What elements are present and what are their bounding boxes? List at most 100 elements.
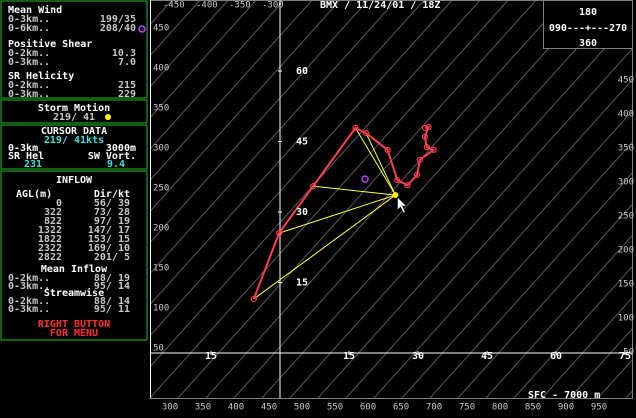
- inflow-agl: 1822: [38, 234, 62, 245]
- hodograph-point: [416, 156, 423, 163]
- row-label: 0-3km..: [8, 281, 50, 292]
- texts: BMX / 11/24/01 / 18Z 180 090---+---270 3…: [8, 0, 634, 413]
- inflow-agl: 2322: [38, 243, 62, 254]
- footer-layer: SFC - 7000 m: [528, 390, 600, 401]
- storm-motion-icon: [105, 114, 111, 120]
- marks: [105, 0, 632, 398]
- hodograph-point: [423, 144, 430, 151]
- frame-label-bottom: 700: [426, 403, 442, 413]
- y-tick-label: 45: [296, 137, 308, 148]
- diagonal-line: [317, 48, 632, 398]
- row-value: 7.0: [118, 57, 136, 68]
- section-title: Mean Inflow: [41, 264, 108, 275]
- diagonal-line: [151, 0, 369, 243]
- diagonal-line: [345, 79, 632, 398]
- diagonal-line: [513, 266, 632, 398]
- hodograph-point: [404, 182, 411, 189]
- frame-label-left: 150: [153, 264, 169, 274]
- inflow-agl: 822: [44, 216, 62, 227]
- inflow-line: [365, 132, 396, 196]
- row-value: 88/ 14: [94, 296, 130, 307]
- cursor-wind: 219/ 41kts: [44, 135, 104, 146]
- inflow-line: [313, 185, 396, 196]
- x-tick-label: 30: [412, 351, 424, 362]
- frame-label-bottom: 900: [558, 403, 574, 413]
- row-value: 208/40: [100, 23, 136, 34]
- row-value: 199/35: [100, 14, 136, 25]
- compass-box: [543, 0, 633, 49]
- frame-label-left: 400: [153, 64, 169, 74]
- diagonal-line: [151, 0, 285, 149]
- frame-label-top: -400: [196, 1, 218, 11]
- diagonal-line: [289, 17, 632, 398]
- diagonal-line: [151, 0, 257, 118]
- diagonal-line: [205, 0, 565, 398]
- inflow-agl: 322: [44, 207, 62, 218]
- frame-label-bottom: 350: [195, 403, 211, 413]
- row-label: 0-3km..: [8, 57, 50, 68]
- row-label: 0-2km..: [8, 80, 50, 91]
- hodograph-point: [421, 133, 428, 140]
- menu-hint: RIGHT BUTTON: [38, 319, 110, 330]
- diagonal-line: [485, 235, 632, 398]
- cursor-hel: 231: [24, 159, 42, 170]
- row-label: 0-3km..: [8, 304, 50, 315]
- mean-wind-marker: [361, 175, 369, 183]
- diagonal-line: [541, 297, 632, 398]
- hodograph-point: [430, 146, 437, 154]
- cursor-height: 3000m: [106, 143, 136, 154]
- compass-top: 180: [579, 7, 597, 18]
- section-title: Storm Motion: [38, 102, 110, 114]
- row-value: 10.3: [112, 48, 136, 59]
- frame-label-left: 100: [153, 304, 169, 314]
- frame-label-bottom: 550: [327, 403, 343, 413]
- compass-middle: 090---+---270: [549, 23, 627, 34]
- cursor-vort: 9.4: [107, 159, 125, 170]
- storm-motion-marker: [392, 192, 399, 199]
- column-header: Dir/kt: [94, 188, 130, 200]
- inflow-dir: 153/ 15: [88, 234, 130, 245]
- hodograph-point: [425, 123, 432, 131]
- inflow-agl: 2822: [38, 252, 62, 263]
- mean-wind-icon: [138, 25, 146, 33]
- storm-motion-value: 219/ 41: [53, 112, 95, 123]
- section-title: Streamwise: [44, 287, 104, 299]
- row-value: 229: [118, 89, 136, 100]
- row-value: 88/ 19: [94, 273, 130, 284]
- x-tick-label: 45: [481, 351, 493, 362]
- inflow-dir: 147/ 17: [88, 225, 130, 236]
- frame-label-right: 350: [618, 144, 634, 154]
- frame-label-left: 200: [153, 224, 169, 234]
- diagonal-line: [151, 0, 481, 367]
- frame-label-bottom: 800: [492, 403, 508, 413]
- frame-label-top: -350: [229, 1, 251, 11]
- frame-label-right: 300: [618, 178, 634, 188]
- frame-label-right: 150: [618, 280, 634, 290]
- frame-label-left: 50: [153, 344, 164, 354]
- row-value: 95/ 11: [94, 304, 130, 315]
- x-tick-label: 15: [343, 351, 355, 362]
- diagonal-line: [151, 0, 425, 305]
- cursor-hel-label: SR Hel: [8, 151, 44, 162]
- diagonal-line: [151, 0, 313, 180]
- diagonal-line: [151, 0, 229, 87]
- cursor: [397, 196, 408, 214]
- inflow-line: [355, 127, 396, 196]
- panel-box: [0, 170, 148, 341]
- inflow-dir: 73/ 28: [94, 207, 130, 218]
- diagonal-line: [401, 141, 632, 398]
- cursor-layer: 0-3km: [8, 143, 38, 154]
- cursor-vort-label: SW Vort.: [88, 151, 136, 162]
- y-tick-label: 60: [296, 66, 308, 77]
- frame-label-left: 300: [153, 144, 169, 154]
- diagonal-line: [151, 0, 397, 274]
- diagonal-line: [597, 359, 632, 398]
- hodograph-point: [275, 230, 283, 237]
- frame-label-right: 50: [623, 348, 634, 358]
- row-label: 0-2km..: [8, 273, 50, 284]
- inflow-dir: 56/ 39: [94, 198, 130, 209]
- panel-box: [0, 99, 148, 124]
- hodograph-point: [362, 129, 370, 137]
- row-label: 0-6km..: [8, 23, 50, 34]
- diagonal-line: [429, 172, 632, 398]
